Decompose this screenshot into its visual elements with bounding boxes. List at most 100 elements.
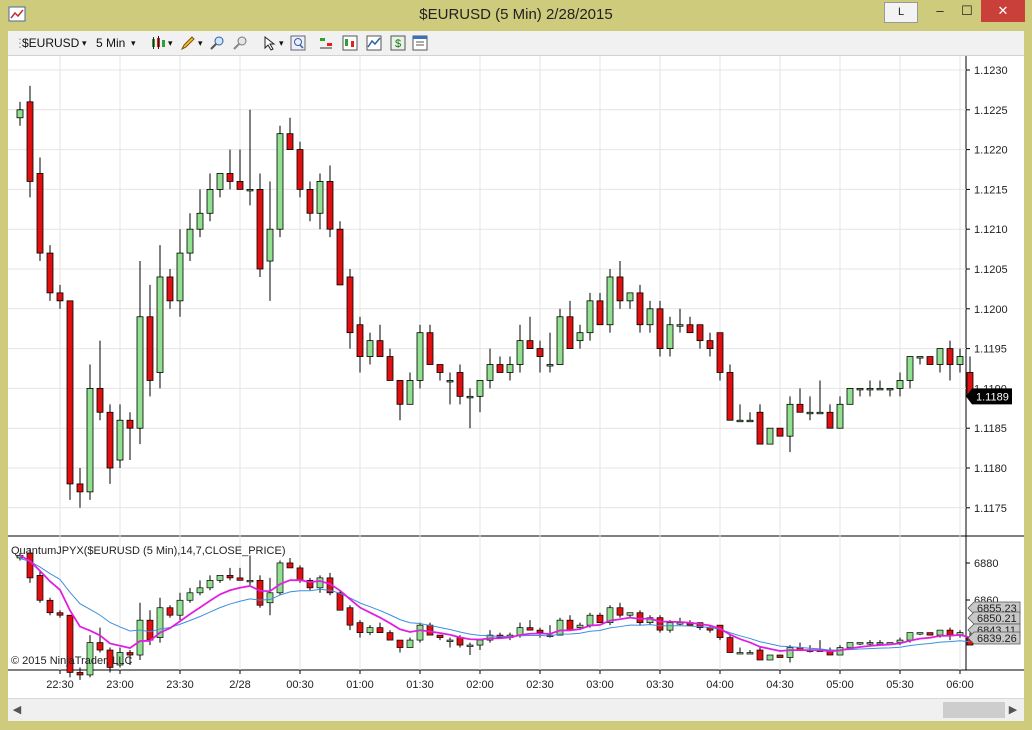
candle-body <box>776 427 784 437</box>
candle-body <box>726 372 734 421</box>
time-axis-label: 06:00 <box>946 679 974 691</box>
indicator-bar <box>406 637 414 648</box>
zoom-in-icon[interactable] <box>209 35 225 51</box>
candle-body <box>216 173 224 190</box>
indicator-body <box>316 577 324 589</box>
toolbar-grip: ⋮ <box>14 36 26 50</box>
indicator-value-box <box>967 611 1021 625</box>
price-axis-label: 1.1175 <box>974 503 1007 515</box>
indicator-value-box <box>967 631 1021 645</box>
candle-body <box>596 300 604 326</box>
candle <box>786 396 794 453</box>
time-axis-label: 04:00 <box>706 679 734 691</box>
interval-selector[interactable]: 5 Min <box>96 36 126 50</box>
candle <box>256 173 264 277</box>
price-axis-label: 1.1205 <box>974 264 1008 276</box>
minimize-button[interactable]: – <box>936 3 944 18</box>
indicator-bar <box>46 597 54 616</box>
candle <box>926 356 934 365</box>
chart-style-icon[interactable] <box>150 35 166 51</box>
candle <box>436 364 444 381</box>
candle-body <box>546 364 554 367</box>
chart-style-dropdown-icon[interactable]: ▾ <box>168 38 173 48</box>
indicator-body <box>176 599 184 616</box>
candle <box>46 245 54 301</box>
candle <box>506 356 514 381</box>
candle <box>246 109 254 206</box>
candle-body <box>346 276 354 334</box>
time-axis-label: 03:30 <box>646 679 674 691</box>
indicator-body <box>456 637 464 646</box>
indicator-bar <box>776 654 784 658</box>
candle <box>646 300 654 333</box>
indicator-label: QuantumJPYX($EURUSD (5 Min),14,7,CLOSE_P… <box>11 545 285 557</box>
indicator-body <box>376 627 384 633</box>
candle <box>596 292 604 326</box>
candle-body <box>406 380 414 405</box>
indicator-bar <box>636 610 644 626</box>
candle <box>206 173 214 222</box>
market-analyzer-icon[interactable] <box>366 35 382 51</box>
maximize-button[interactable]: ☐ <box>961 3 973 18</box>
indicator-body <box>606 607 614 624</box>
properties-icon[interactable] <box>412 35 428 51</box>
interval-dropdown-icon[interactable]: ▾ <box>131 38 136 48</box>
strategies-icon[interactable] <box>342 35 358 51</box>
indicator-body <box>846 642 854 648</box>
dollar-icon[interactable]: $ <box>390 35 406 51</box>
candle <box>306 181 314 222</box>
instrument-dropdown-icon[interactable]: ▾ <box>82 38 87 48</box>
candle-body <box>436 364 444 373</box>
chart-panel[interactable]: 1.1230 1.1225 1.1220 1.1215 1.1210 1.1205 1.12… <box>8 56 1024 698</box>
scroll-thumb[interactable] <box>943 702 1005 718</box>
drawing-tool-icon[interactable] <box>180 35 196 51</box>
cursor-dropdown-icon[interactable]: ▾ <box>279 38 284 48</box>
indicator-body <box>776 654 784 658</box>
candle-body <box>926 356 934 365</box>
horizontal-scrollbar[interactable]: ◀ ▶ <box>8 698 1024 721</box>
indicator-bar <box>36 570 44 603</box>
close-button[interactable]: ✕ <box>981 0 1025 22</box>
link-button[interactable]: L <box>884 2 918 23</box>
indicator-body <box>226 575 234 579</box>
candle-body <box>206 188 214 214</box>
candle-body <box>566 316 574 350</box>
copyright-text: © 2015 NinjaTrader, LLC <box>11 655 132 667</box>
candle-body <box>516 340 524 365</box>
candle <box>116 404 124 468</box>
indicator-bar <box>736 647 744 655</box>
candle-body <box>536 348 544 357</box>
indicator-body <box>186 592 194 601</box>
indicator-axis-label: 6880 <box>974 558 998 570</box>
candle-body <box>156 276 164 373</box>
indicator-body <box>556 619 564 636</box>
indicator-body <box>26 552 34 579</box>
scroll-right-icon[interactable]: ▶ <box>1008 704 1018 716</box>
indicator-bar <box>166 605 174 618</box>
candle-body <box>86 387 94 493</box>
time-axis-label: 00:30 <box>286 679 314 691</box>
candle-body <box>326 181 334 230</box>
drawing-dropdown-icon[interactable]: ▾ <box>198 38 203 48</box>
indicator-bar <box>126 650 134 665</box>
candle-body <box>716 332 724 373</box>
scroll-left-icon[interactable]: ◀ <box>12 704 22 716</box>
instrument-selector[interactable]: $EURUSD <box>22 36 80 50</box>
price-chart-svg[interactable]: 1.1230 1.1225 1.1220 1.1215 1.1210 1.1205 1.12… <box>8 56 1024 698</box>
candle <box>386 348 394 381</box>
candle-body <box>506 364 514 373</box>
title-bar[interactable]: $EURUSD (5 Min) 2/28/2015 L – ☐ ✕ <box>0 0 1032 31</box>
candle-body <box>96 387 104 413</box>
candle-body <box>296 149 304 190</box>
candle-body <box>676 324 684 327</box>
zoom-out-icon[interactable] <box>232 35 248 51</box>
indicators-icon[interactable] <box>318 35 334 51</box>
candle-body <box>706 340 714 350</box>
candle <box>636 284 644 333</box>
candle <box>266 181 274 301</box>
indicator-body <box>66 614 74 673</box>
search-icon[interactable] <box>290 35 306 51</box>
cursor-icon[interactable] <box>262 35 278 51</box>
candle <box>616 261 624 309</box>
indicator-body <box>936 629 944 636</box>
